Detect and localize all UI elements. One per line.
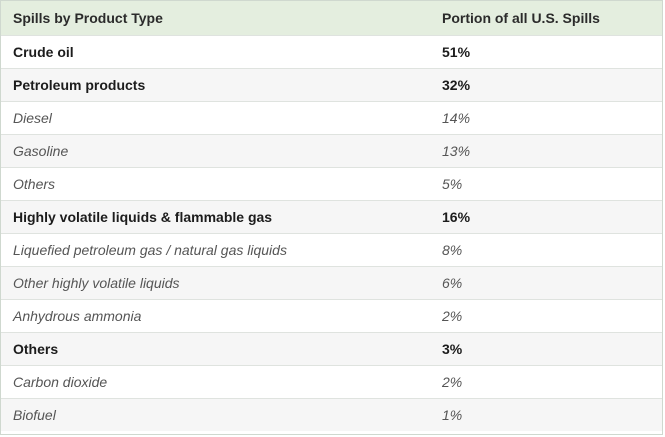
row-label: Other highly volatile liquids <box>13 274 180 291</box>
table-row: Biofuel 1% <box>1 398 662 431</box>
table-row: Liquefied petroleum gas / natural gas li… <box>1 233 662 266</box>
row-label: Biofuel <box>13 406 56 423</box>
row-value: 2% <box>442 373 463 390</box>
row-value: 13% <box>442 142 471 159</box>
row-label: Carbon dioxide <box>13 373 108 390</box>
row-label: Others <box>13 175 56 192</box>
header-portion: Portion of all U.S. Spills <box>442 9 600 26</box>
row-label: Highly volatile liquids & flammable gas <box>13 208 273 225</box>
table-row: Highly volatile liquids & flammable gas 1… <box>1 200 662 233</box>
table-header: Spills by Product Type Portion of all U.… <box>1 1 662 35</box>
header-product-type: Spills by Product Type <box>13 9 163 26</box>
header-row: Spills by Product Type Portion of all U.… <box>1 1 662 35</box>
row-value: 3% <box>442 340 463 357</box>
row-value: 16% <box>442 208 471 225</box>
row-value: 14% <box>442 109 471 126</box>
row-label: Others <box>13 340 59 357</box>
table-body: Crude oil 51% Petroleum products 32% Diesel 1… <box>1 35 662 431</box>
row-value: 2% <box>442 307 463 324</box>
spills-table: Spills by Product Type Portion of all U.… <box>1 1 662 431</box>
row-value: 51% <box>442 43 471 60</box>
table-row: Crude oil 51% <box>1 35 662 68</box>
table-row: Anhydrous ammonia 2% <box>1 299 662 332</box>
row-value: 8% <box>442 241 463 258</box>
row-value: 6% <box>442 274 463 291</box>
row-label: Diesel <box>13 109 52 126</box>
row-label: Liquefied petroleum gas / natural gas li… <box>13 241 287 258</box>
row-value: 1% <box>442 406 463 423</box>
row-label: Petroleum products <box>13 76 146 93</box>
table-row: Gasoline 13% <box>1 134 662 167</box>
table-row: Others 3% <box>1 332 662 365</box>
row-value: 5% <box>442 175 463 192</box>
table-row: Other highly volatile liquids 6% <box>1 266 662 299</box>
row-label: Crude oil <box>13 43 74 60</box>
table-row: Diesel 14% <box>1 101 662 134</box>
table-row: Others 5% <box>1 167 662 200</box>
row-label: Gasoline <box>13 142 69 159</box>
row-label: Anhydrous ammonia <box>13 307 142 324</box>
row-value: 32% <box>442 76 471 93</box>
table-row: Carbon dioxide 2% <box>1 365 662 398</box>
table-row: Petroleum products 32% <box>1 68 662 101</box>
